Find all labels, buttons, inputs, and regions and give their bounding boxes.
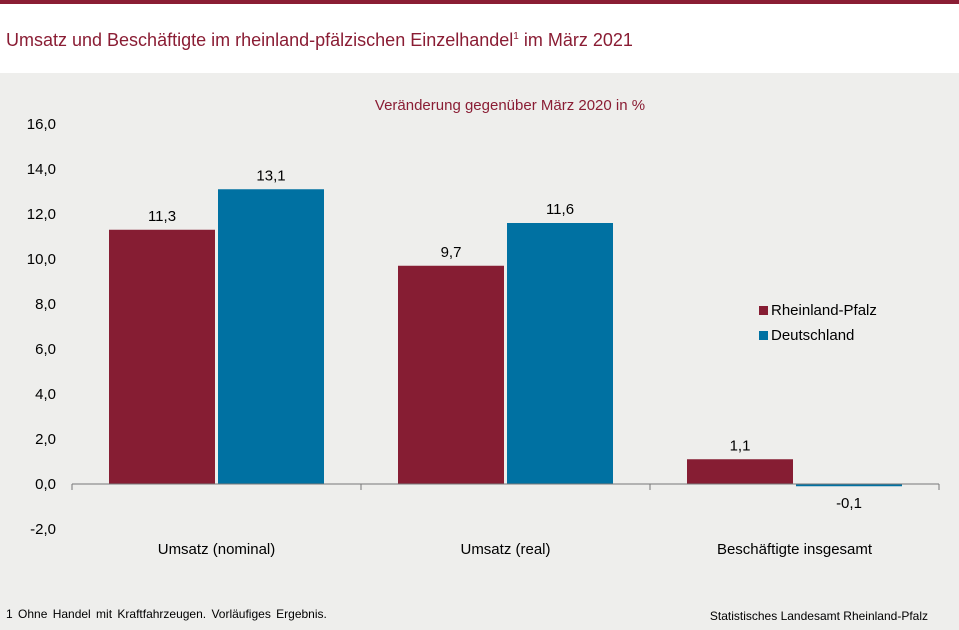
legend-label: Deutschland (771, 327, 854, 344)
y-tick-label: -2,0 (30, 521, 56, 538)
bar-chart: Veränderung gegenüber März 2020 in % 16,0… (27, 97, 940, 558)
y-tick-label: 4,0 (35, 386, 56, 403)
footnote: 1 Ohne Handel mit Kraftfahrzeugen. Vorlä… (6, 607, 327, 621)
legend-swatch (759, 306, 768, 315)
y-tick-label: 10,0 (27, 251, 56, 268)
x-category-label: Umsatz (real) (460, 541, 550, 558)
y-tick-label: 0,0 (35, 476, 56, 493)
bar (796, 484, 902, 487)
y-tick-label: 16,0 (27, 116, 56, 133)
title-footnote-mark: 1 (513, 31, 519, 42)
chart-subtitle: Veränderung gegenüber März 2020 in % (375, 97, 645, 114)
source-note: Statistisches Landesamt Rheinland-Pfalz (709, 609, 928, 623)
data-label: 13,1 (256, 167, 285, 184)
y-tick-label: 14,0 (27, 161, 56, 178)
legend-label: Rheinland-Pfalz (771, 302, 877, 319)
data-label: 11,3 (148, 208, 176, 225)
data-label: 11,6 (546, 201, 574, 218)
data-label: -0,1 (836, 495, 862, 512)
top-accent-bar (0, 0, 959, 4)
bar (218, 189, 324, 484)
y-tick-label: 6,0 (35, 341, 56, 358)
y-tick-label: 2,0 (35, 431, 56, 448)
legend-swatch (759, 331, 768, 340)
x-category-label: Umsatz (nominal) (158, 541, 276, 558)
x-category-label: Beschäftigte insgesamt (717, 541, 873, 558)
y-tick-label: 12,0 (27, 206, 56, 223)
bar (109, 229, 215, 484)
y-tick-label: 8,0 (35, 296, 56, 313)
chart-title: Umsatz und Beschäftigte im rheinland-pfä… (6, 30, 633, 51)
chart-title-suffix: im März 2021 (518, 30, 633, 50)
chart-panel: Veränderung gegenüber März 2020 in % 16,0… (0, 73, 959, 630)
chart-title-main: Umsatz und Beschäftigte im rheinland-pfä… (6, 30, 514, 50)
data-label: 9,7 (441, 244, 462, 261)
data-label: 1,1 (730, 437, 751, 454)
bar (507, 223, 613, 484)
bar (687, 459, 793, 484)
bar (398, 265, 504, 484)
